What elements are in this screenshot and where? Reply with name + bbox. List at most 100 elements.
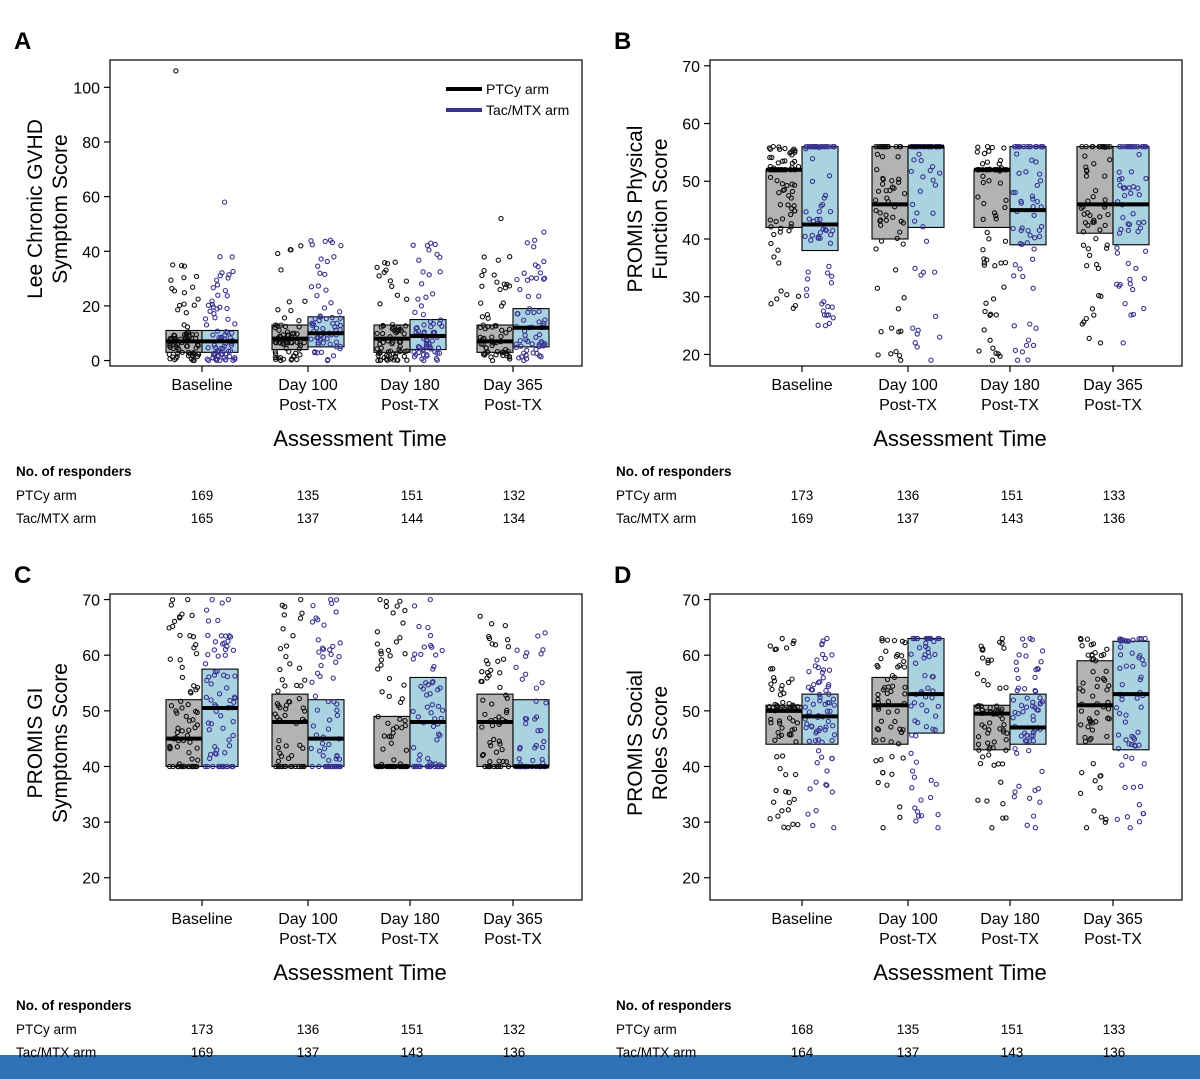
data-point [432, 241, 438, 248]
data-point [191, 302, 197, 308]
data-point [404, 357, 410, 363]
data-point [518, 343, 524, 349]
data-point [820, 675, 826, 681]
data-point [993, 312, 999, 318]
responders-count-tacmtx: 143 [1000, 1045, 1024, 1060]
data-point [1002, 204, 1008, 211]
data-point [1104, 687, 1110, 693]
data-point [1024, 695, 1030, 701]
data-point [1023, 169, 1029, 175]
data-point [889, 178, 895, 184]
data-point [479, 272, 485, 279]
data-point [315, 340, 321, 346]
data-point [975, 741, 982, 747]
data-point [824, 635, 830, 642]
data-point [1140, 810, 1146, 817]
data-point [329, 314, 335, 321]
data-point [779, 181, 786, 187]
data-point [916, 151, 922, 157]
data-point [309, 322, 315, 328]
box-tacmtx-0 [201, 596, 239, 770]
data-point [923, 238, 930, 244]
data-point [1038, 659, 1044, 665]
data-point [314, 335, 320, 341]
responders-count-tacmtx: 169 [790, 511, 814, 526]
data-point [889, 683, 896, 689]
data-point [1097, 227, 1103, 233]
data-point [878, 718, 885, 724]
data-point [171, 618, 178, 625]
data-point [410, 656, 416, 662]
data-point [812, 737, 819, 744]
data-point [492, 642, 499, 648]
box-ptcy-2 [973, 143, 1011, 363]
data-point [888, 351, 894, 357]
data-point [381, 733, 388, 739]
data-point [1015, 675, 1021, 682]
data-point [487, 739, 493, 746]
data-point [784, 292, 790, 298]
y-tick-label: 80 [82, 135, 100, 152]
plot-frame [109, 59, 583, 367]
data-point [997, 180, 1004, 186]
data-point [1125, 221, 1131, 227]
data-point [226, 633, 232, 639]
data-point [882, 143, 888, 150]
data-point [427, 632, 434, 639]
data-point [517, 286, 523, 293]
data-point [883, 217, 889, 223]
data-point [1013, 659, 1019, 665]
data-point [982, 308, 988, 315]
data-point [430, 321, 436, 327]
responders-count-tacmtx: 136 [1102, 511, 1126, 526]
data-point [1078, 708, 1085, 714]
data-point [502, 622, 508, 629]
data-point [820, 308, 827, 314]
data-point [209, 298, 215, 304]
data-point [1094, 683, 1100, 690]
data-point [795, 821, 801, 828]
data-point [412, 309, 418, 316]
data-point [816, 691, 822, 698]
data-point [410, 242, 416, 248]
data-point [1029, 256, 1036, 262]
data-point [1127, 281, 1133, 287]
data-point [788, 195, 794, 201]
data-point [208, 697, 214, 703]
data-point [394, 292, 401, 298]
data-point [403, 278, 410, 284]
data-point [1123, 737, 1129, 743]
data-point [927, 167, 933, 174]
data-point [1028, 733, 1035, 739]
data-point [778, 732, 785, 738]
data-point [171, 356, 178, 363]
data-point [430, 723, 437, 730]
data-point [879, 635, 885, 642]
data-point [771, 799, 777, 805]
data-point [309, 619, 316, 625]
data-point [225, 316, 231, 322]
data-point [1034, 143, 1040, 150]
data-point [779, 753, 786, 759]
data-point [1002, 259, 1009, 266]
data-point [513, 341, 519, 347]
data-point [1127, 143, 1134, 150]
data-point [439, 707, 446, 713]
box-ptcy-0 [765, 143, 803, 311]
data-point [1138, 674, 1144, 680]
data-point [1120, 340, 1126, 346]
data-point [278, 267, 284, 273]
data-point [524, 347, 530, 354]
data-point [333, 659, 339, 665]
data-point [974, 149, 980, 155]
data-point [397, 598, 403, 604]
data-point [813, 807, 819, 814]
data-point [292, 763, 299, 770]
data-point [790, 718, 796, 724]
data-point [326, 757, 332, 764]
data-point [302, 708, 308, 714]
data-point [776, 144, 782, 150]
data-point [898, 218, 904, 224]
data-point [171, 288, 178, 294]
